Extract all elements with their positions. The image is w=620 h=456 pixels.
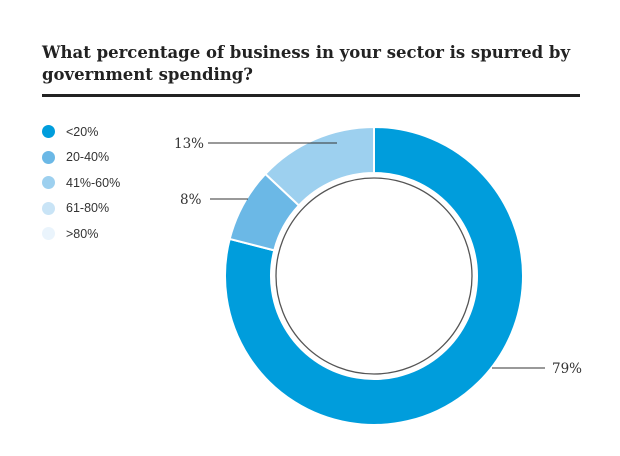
legend-item: 20-40% <box>42 145 120 171</box>
legend-swatch <box>42 125 55 139</box>
legend-item: 61-80% <box>42 196 120 222</box>
inner-ring <box>275 177 473 375</box>
legend-label: 20-40% <box>66 150 110 165</box>
legend-swatch <box>42 201 55 215</box>
legend-item: <20% <box>42 119 120 145</box>
legend-label: 41%-60% <box>66 175 121 190</box>
legend: <20% 20-40% 41%-60% 61-80% >80% <box>42 119 120 247</box>
chart-title: What percentage of business in your sect… <box>42 43 571 84</box>
legend-swatch <box>42 227 55 241</box>
legend-item: 41%-60% <box>42 170 120 196</box>
legend-label: >80% <box>66 226 99 241</box>
data-label: 8% <box>180 192 202 208</box>
legend-swatch <box>42 150 55 164</box>
data-label: 79% <box>552 361 582 377</box>
donut-slice-2 <box>263 125 375 207</box>
legend-item: >80% <box>42 221 120 247</box>
data-label: 13% <box>174 136 204 152</box>
legend-swatch <box>42 176 55 190</box>
legend-label: <20% <box>66 124 99 139</box>
donut-slice-0 <box>224 125 524 426</box>
legend-label: 61-80% <box>66 201 110 216</box>
title-divider <box>42 94 580 97</box>
